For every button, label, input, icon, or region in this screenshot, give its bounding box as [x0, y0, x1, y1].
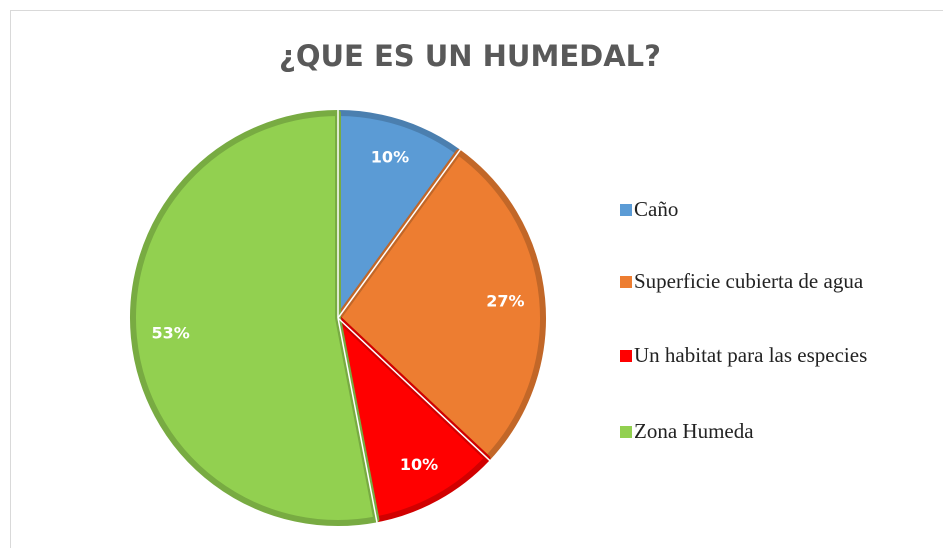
data-label: 53% — [151, 323, 189, 342]
data-label: 27% — [486, 292, 524, 311]
pie-slice — [335, 315, 491, 523]
legend-swatch — [620, 426, 632, 438]
slice-separator — [337, 148, 462, 319]
pie-slice — [335, 110, 462, 321]
slice-separator — [337, 317, 378, 524]
legend-swatch — [620, 350, 632, 362]
legend-swatch — [620, 204, 632, 216]
legend-label: Un habitat para las especies — [634, 343, 867, 367]
data-label: 10% — [371, 148, 409, 167]
pie-slice — [130, 110, 380, 526]
legend-label: Caño — [634, 197, 678, 221]
data-label: 10% — [400, 455, 438, 474]
pie-slice — [335, 149, 546, 462]
legend-swatch — [620, 276, 632, 288]
slice-separator — [337, 317, 491, 462]
legend-label: Superficie cubierta de agua — [634, 269, 864, 293]
chart-title: ¿QUE ES UN HUMEDAL? — [279, 39, 661, 73]
legend-label: Zona Humeda — [634, 419, 754, 443]
